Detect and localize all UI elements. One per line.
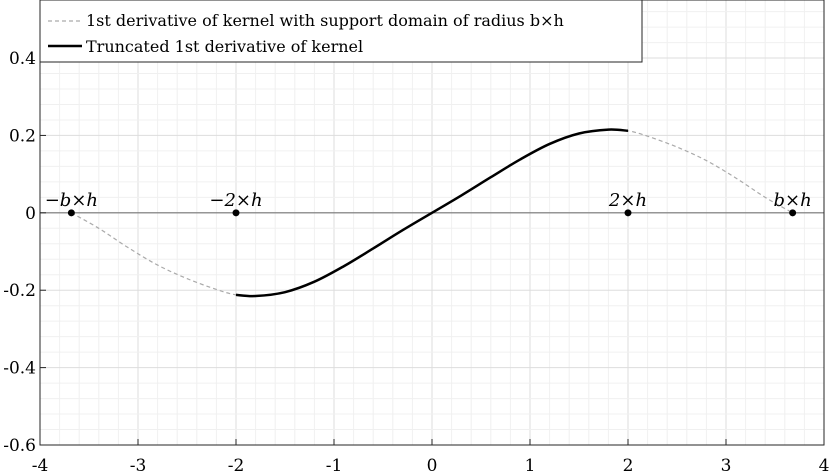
points-group: −b×h −2×h 2×h b×h — [45, 190, 812, 217]
point-marker — [789, 209, 797, 217]
x-tick-label: 1 — [525, 456, 536, 475]
x-tick-label: 4 — [819, 456, 830, 475]
point-label: −2×h — [209, 190, 262, 211]
x-axis-ticks: -4 -3 -2 -1 0 1 2 3 4 — [32, 439, 830, 475]
y-tick-label: -0.2 — [3, 281, 36, 301]
point-marker — [67, 209, 75, 217]
x-tick-label: 0 — [427, 456, 438, 475]
y-tick-label: -0.4 — [3, 359, 36, 379]
point-marker — [624, 209, 632, 217]
x-tick-label: -1 — [326, 456, 343, 475]
point-marker — [232, 209, 240, 217]
point-label: 2×h — [608, 190, 647, 211]
x-tick-label: -3 — [130, 456, 147, 475]
legend: 1st derivative of kernel with support do… — [39, 0, 643, 63]
x-tick-label: 2 — [623, 456, 634, 475]
y-tick-label: -0.6 — [3, 436, 36, 456]
point-label: b×h — [774, 190, 812, 211]
legend-box — [39, 0, 643, 63]
series-solid-line — [235, 128, 629, 298]
y-tick-label: 0.4 — [9, 49, 36, 69]
series-group — [71, 128, 793, 298]
point-label: −b×h — [45, 190, 98, 211]
legend-label-solid: Truncated 1st derivative of kernel — [86, 37, 363, 56]
x-tick-label: -2 — [228, 456, 245, 475]
legend-label-dashed: 1st derivative of kernel with support do… — [86, 11, 564, 30]
y-tick-label: 0.2 — [9, 126, 36, 146]
grid — [39, 0, 825, 446]
y-tick-label: 0 — [25, 204, 36, 224]
x-tick-label: -4 — [32, 456, 49, 475]
x-tick-label: 3 — [721, 456, 732, 475]
y-axis-ticks: -0.6 -0.4 -0.2 0 0.2 0.4 — [3, 49, 46, 456]
